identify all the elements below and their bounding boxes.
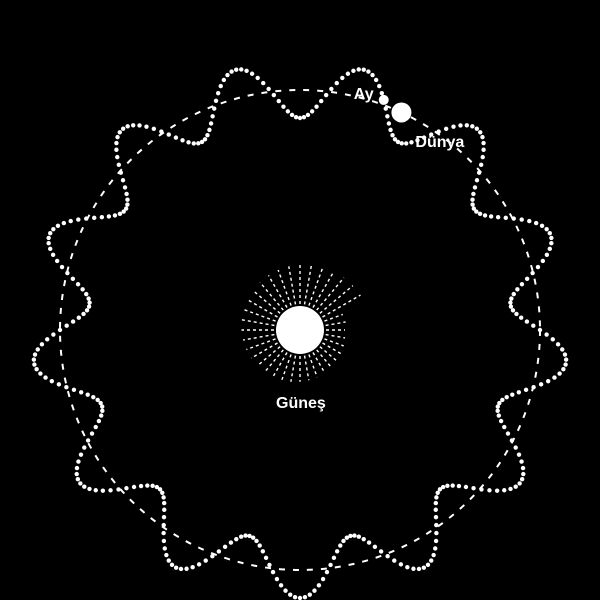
sun-label: Güneş xyxy=(276,395,326,413)
moon-label: Ay xyxy=(354,86,374,104)
diagram-svg xyxy=(0,0,600,600)
orbital-diagram xyxy=(0,0,600,600)
earth-label: Dünya xyxy=(415,134,464,152)
